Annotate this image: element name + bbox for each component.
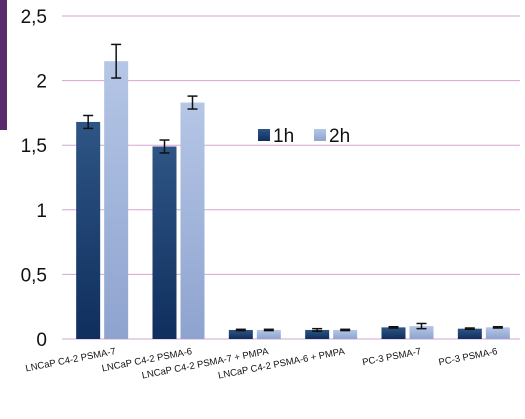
y-tick-label: 2 [36,72,47,93]
gridlines [62,15,520,340]
y-tick-label: 0 [36,330,47,351]
bar [228,329,253,339]
bar [256,329,281,339]
y-tick-label: 0,5 [21,265,47,286]
bar [305,329,330,339]
bar [333,329,358,339]
bar [485,327,510,339]
y-axis-ticks: 0 0,5 1 1,5 2 2,5 [21,7,47,351]
bar [152,146,177,339]
legend-label: 1h [273,126,294,147]
y-tick-label: 1,5 [21,136,47,157]
bar [381,327,406,339]
y-tick-label: 2,5 [21,7,47,28]
bar [457,328,482,339]
bars [76,61,510,340]
x-tick-label: PC-3 PSMA-6 [438,346,499,368]
legend-swatch [314,129,326,141]
bar [409,326,434,339]
bar [76,121,101,339]
bar [104,61,129,339]
y-tick-label: 1 [36,201,47,222]
legend-label: 2h [329,126,350,147]
slide-accent-bar [0,0,7,130]
x-tick-label: PC-3 PSMA-7 [361,346,422,368]
error-bars [83,43,503,332]
bar [180,102,205,340]
legend: 1h 2h [258,126,350,147]
legend-swatch [258,129,270,141]
